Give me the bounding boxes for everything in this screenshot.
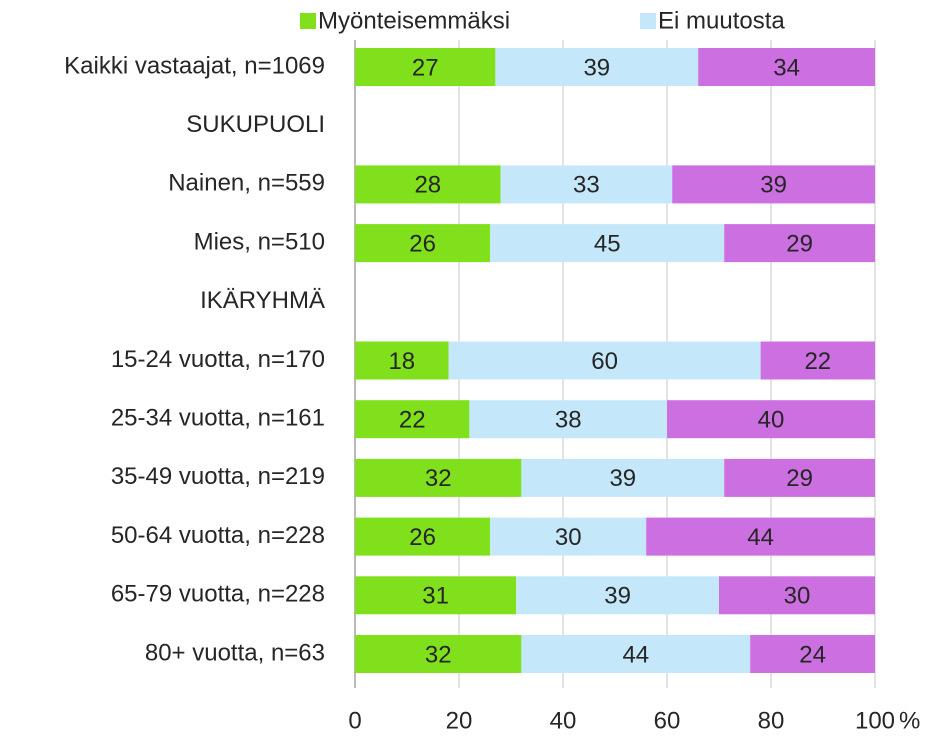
bar-segment: [646, 517, 875, 556]
data-label: 28: [414, 172, 441, 199]
data-label: 22: [804, 348, 831, 375]
x-tick-label: 40: [550, 707, 577, 734]
data-label: 27: [412, 54, 439, 81]
data-label: 29: [786, 230, 813, 257]
data-label: 32: [425, 641, 452, 668]
data-label: 34: [773, 54, 800, 81]
bar-segment: [750, 635, 875, 673]
data-label: 38: [555, 407, 582, 434]
category-label: 15-24 vuotta, n=170: [111, 346, 325, 373]
data-label: 40: [758, 407, 785, 434]
bar-segment: [516, 576, 719, 615]
data-label: 60: [591, 348, 618, 375]
data-label: 24: [799, 641, 826, 668]
bar-segment: [355, 48, 496, 86]
x-tick-label: 80: [758, 707, 785, 734]
bar-segment: [355, 341, 449, 380]
data-label: 18: [388, 348, 415, 375]
bar-segment: [495, 48, 699, 86]
x-tick-label: 0: [348, 707, 361, 734]
category-label: SUKUPUOLI: [186, 111, 325, 138]
legend-label: Ei muutosta: [658, 7, 785, 34]
data-label: 30: [555, 524, 582, 551]
bar-segment: [355, 517, 491, 556]
x-tick-label: 60: [654, 707, 681, 734]
data-label: 22: [399, 407, 426, 434]
category-label: 50-64 vuotta, n=228: [111, 522, 325, 549]
data-label: 44: [747, 524, 774, 551]
bar-segment: [355, 458, 522, 497]
data-label: 39: [760, 172, 787, 199]
bar-segment: [724, 458, 875, 497]
bar-segment: [355, 224, 491, 263]
x-unit: %: [899, 707, 920, 734]
data-label: 39: [609, 465, 636, 492]
category-label: 25-34 vuotta, n=161: [111, 405, 325, 432]
bar-segment: [724, 224, 875, 263]
category-label: 80+ vuotta, n=63: [145, 639, 325, 666]
data-label: 45: [594, 230, 621, 257]
data-label: 33: [573, 172, 600, 199]
bar-segment: [719, 576, 875, 615]
bar-segment: [521, 635, 751, 673]
bar-segment: [667, 400, 875, 439]
bar-segment: [355, 635, 522, 673]
data-label: 26: [409, 230, 436, 257]
data-label: 31: [422, 583, 449, 610]
legend-label: Myönteisemmäksi: [318, 7, 510, 34]
data-label: 44: [622, 641, 649, 668]
bar-segment: [698, 48, 875, 86]
legend-swatch: [640, 13, 656, 29]
bar-segment: [490, 224, 725, 263]
data-label: 32: [425, 465, 452, 492]
data-label: 39: [583, 54, 610, 81]
bar-segment: [448, 341, 761, 380]
x-tick-label: 100: [855, 707, 895, 734]
bar-segment: [355, 400, 470, 439]
bar-segment: [521, 458, 725, 497]
data-label: 29: [786, 465, 813, 492]
bar-segment: [760, 341, 875, 380]
bar-segment: [500, 165, 673, 204]
category-label: Kaikki vastaajat, n=1069: [64, 52, 325, 79]
data-label: 30: [784, 583, 811, 610]
bar-segment: [490, 517, 647, 556]
bar-segment: [355, 165, 501, 204]
category-label: 35-49 vuotta, n=219: [111, 463, 325, 490]
category-label: Mies, n=510: [194, 228, 325, 255]
category-label: Nainen, n=559: [168, 170, 325, 197]
x-tick-label: 20: [446, 707, 473, 734]
legend-swatch: [300, 13, 316, 29]
bar-segment: [469, 400, 667, 439]
bar-segment: [672, 165, 875, 204]
category-label: IKÄRYHMÄ: [200, 287, 325, 314]
data-label: 26: [409, 524, 436, 551]
category-label: 65-79 vuotta, n=228: [111, 581, 325, 608]
bar-segment: [355, 576, 517, 615]
data-label: 39: [604, 583, 631, 610]
